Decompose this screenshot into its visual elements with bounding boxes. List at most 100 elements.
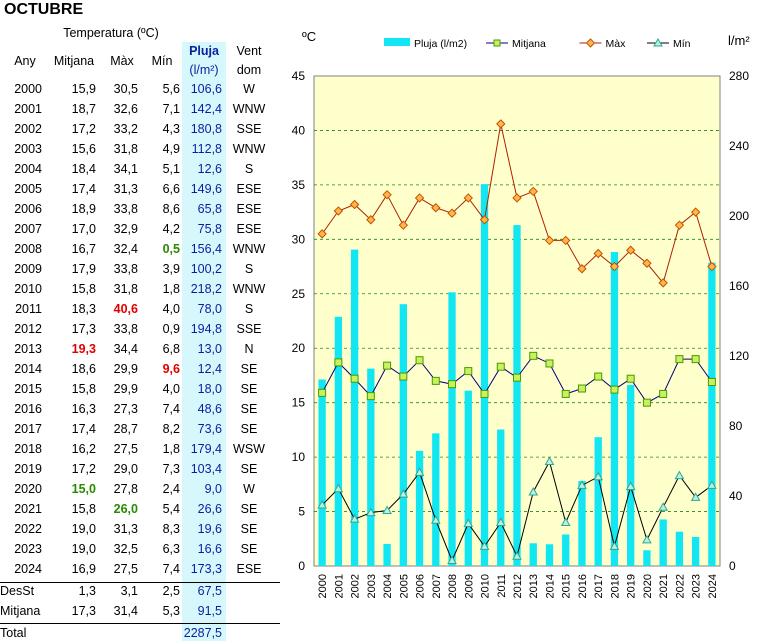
table-cell-min: 7,1 <box>162 102 180 116</box>
mitjana-point <box>399 372 408 381</box>
y-right-tick-label: 40 <box>729 489 743 503</box>
table-cell-mitjana: 16,2 <box>71 442 96 456</box>
min-point <box>707 480 717 489</box>
pluja-bar <box>659 519 667 566</box>
y-left-unit: ºC <box>302 29 316 44</box>
table-cell-min: 2,4 <box>162 482 180 496</box>
table-cell-pluja: 19,6 <box>197 522 222 536</box>
mitjana-point <box>334 358 343 367</box>
table-cell-min: 5,4 <box>162 502 180 516</box>
table-cell-max: 33,2 <box>113 122 138 136</box>
table-cell-pluja: 9,0 <box>204 482 222 496</box>
min-point <box>479 541 490 550</box>
table-cell-mitjana: 16,7 <box>71 242 96 256</box>
pluja-bar <box>627 385 635 566</box>
x-tick-label: 2022 <box>674 574 686 598</box>
table-cell-any: 2009 <box>14 262 42 276</box>
table-cell-min: 6,6 <box>162 182 180 196</box>
table-cell-pluja: 103,4 <box>190 462 222 476</box>
any-header: Any <box>14 54 36 68</box>
table-cell-max: 27,5 <box>113 442 138 456</box>
table-cell-any: 2024 <box>14 562 42 576</box>
table-cell-any: 2020 <box>14 482 42 496</box>
pluja-header: Pluja <box>189 44 219 58</box>
table-cell-vent: W <box>243 482 255 496</box>
legend-label: Mín <box>673 38 691 50</box>
table-cell-any: 2011 <box>15 302 42 316</box>
mitjana-point <box>675 355 684 364</box>
y-left-tick-label: 35 <box>292 178 306 192</box>
max-point <box>674 220 685 230</box>
max-point <box>349 199 360 210</box>
table-cell-any: 2018 <box>14 442 42 456</box>
table-cell-mitjana: 18,9 <box>71 202 96 216</box>
pluja-bar <box>399 304 407 566</box>
table-cell-vent: S <box>244 302 254 316</box>
table-cell-min: 1,8 <box>162 282 180 296</box>
max-point <box>625 245 636 255</box>
table-cell-vent: ESE <box>236 222 262 236</box>
mitjana-point <box>464 367 473 376</box>
table-cell-vent: ESE <box>236 202 262 216</box>
y-left-tick-label: 40 <box>292 123 306 137</box>
table-cell-pluja: 112,8 <box>191 142 222 156</box>
max-point <box>431 203 441 213</box>
table-cell-max: 34,1 <box>113 162 138 176</box>
table-cell-max: 30,5 <box>113 82 138 96</box>
table-cell-min: 8,2 <box>162 422 180 436</box>
table-cell-min: 4,2 <box>162 222 180 236</box>
table-cell-min: 6,3 <box>162 542 180 556</box>
max-point <box>707 261 717 272</box>
mitjana-point <box>707 377 716 386</box>
mitjana-point <box>577 384 586 393</box>
table-cell-any: 2010 <box>14 282 42 296</box>
min-point <box>447 555 457 565</box>
x-tick-label: 2017 <box>593 574 605 598</box>
y-left-tick-label: 30 <box>292 232 306 246</box>
table-separator <box>0 582 280 583</box>
table-cell-vent: WNW <box>232 102 266 116</box>
mitjana-point <box>480 389 489 398</box>
y-left-tick-label: 10 <box>292 450 306 464</box>
table-cell-vent: SE <box>240 522 258 536</box>
table-cell-vent: WNW <box>232 282 266 296</box>
mitjana-header: Mitjana <box>53 54 95 68</box>
x-tick-label: 2009 <box>463 574 475 598</box>
table-cell-mitjana: 18,6 <box>71 362 96 376</box>
y-right-tick-label: 200 <box>729 209 749 223</box>
table-cell-max: 32,6 <box>113 102 138 116</box>
legend-label: Màx <box>606 38 627 50</box>
table-cell-min: 1,8 <box>162 442 180 456</box>
min-point <box>398 489 409 498</box>
y-right-tick-label: 80 <box>729 419 743 433</box>
x-tick-label: 2007 <box>431 574 443 598</box>
table-cell-max: 33,8 <box>113 202 138 216</box>
table-cell-max: 33,8 <box>113 262 138 276</box>
summary-mitjana-mitjana_row: 17,3 <box>71 604 96 618</box>
mitjana-point <box>496 362 505 371</box>
table-cell-mitjana: 17,4 <box>71 182 96 196</box>
min-point <box>658 502 669 511</box>
y-left-tick-label: 15 <box>292 396 306 410</box>
table-cell-mitjana: 15,6 <box>71 142 96 156</box>
mitjana-point <box>691 355 700 364</box>
pluja-bar <box>643 550 651 566</box>
mitjana-point <box>318 388 327 397</box>
min-point <box>349 514 360 523</box>
table-cell-max: 28,7 <box>113 422 138 436</box>
min-point <box>690 492 701 501</box>
max-point <box>333 206 344 216</box>
max-point <box>496 119 506 129</box>
y-left-tick-label: 45 <box>292 69 306 83</box>
y-left-tick-label: 0 <box>298 559 305 573</box>
table-cell-max: 27,3 <box>113 402 138 416</box>
table-cell-mitjana: 17,3 <box>71 322 96 336</box>
table-cell-pluja: 100,2 <box>190 262 222 276</box>
x-tick-label: 2019 <box>626 574 638 598</box>
table-cell-min: 4,0 <box>162 302 180 316</box>
table-cell-mitjana: 17,9 <box>71 262 96 276</box>
mitjana-point <box>513 373 521 382</box>
table-cell-mitjana: 17,0 <box>71 222 96 236</box>
legend-marker-triangle <box>653 37 663 47</box>
mitjana-point <box>610 385 619 394</box>
